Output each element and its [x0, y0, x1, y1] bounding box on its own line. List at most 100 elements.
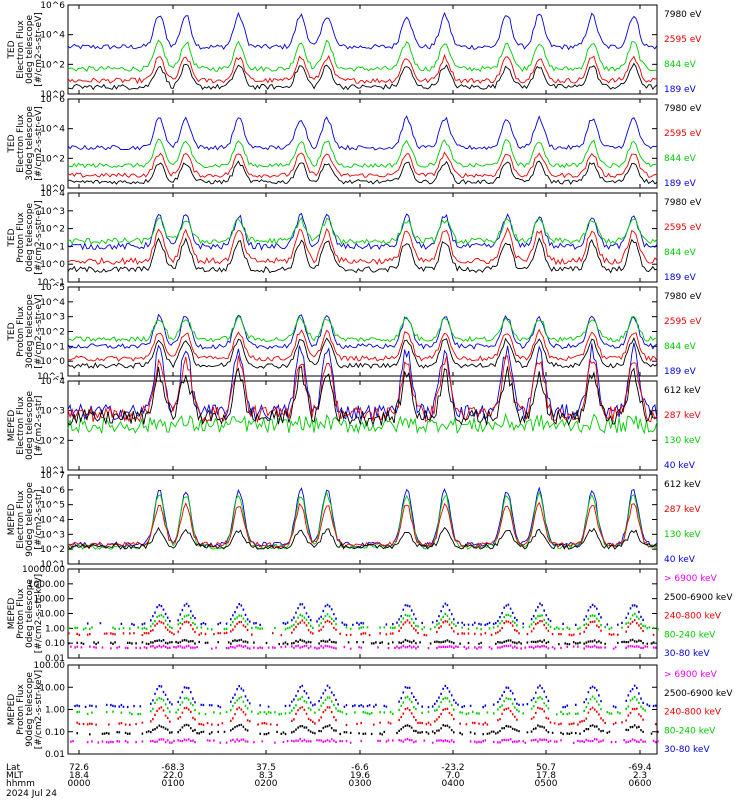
- series-240-800-kev: [76, 706, 657, 726]
- series-7980-ev: [67, 62, 658, 91]
- legend-entry: > 6900 keV: [664, 574, 718, 584]
- y-tick-label: 10^3: [40, 530, 65, 540]
- x-label-lat: -69.4: [628, 763, 652, 773]
- series-30-80-kev: [86, 602, 644, 626]
- legend-entry: 80-240 keV: [664, 726, 716, 736]
- legend-entry: 40 keV: [664, 555, 696, 565]
- series-287-kev: [67, 501, 658, 549]
- series-7980-ev: [67, 237, 658, 274]
- y-axis-title-line: 30deg telescope: [25, 106, 35, 181]
- legend-entry: 2595 eV: [664, 317, 702, 327]
- panel-frame: [67, 4, 658, 95]
- series-189-ev: [67, 11, 658, 51]
- series-2595-ev: [67, 226, 658, 266]
- y-tick-label: 10^7: [40, 471, 65, 481]
- x-label-mlt: 8.3: [259, 771, 273, 781]
- legend-entry: 612 keV: [664, 386, 701, 396]
- panel-2: 10^0 10^2 10^4 10^6 TED Electron Flux 30deg te…: [7, 95, 702, 194]
- legend-entry: 7980 eV: [664, 104, 702, 114]
- legend-entry: 844 eV: [664, 60, 697, 70]
- y-axis-title-line: [#/cm2-s-str]: [34, 489, 44, 549]
- y-tick-label: 10^2: [40, 328, 65, 338]
- y-axis-title-line: [#/cm2-s-str-eV]: [34, 294, 44, 369]
- series-844-ev: [67, 315, 658, 343]
- y-tick-label: 10^1: [40, 242, 65, 252]
- legend-entry: 240-800 keV: [664, 612, 722, 622]
- y-tick-label: 10^5: [40, 283, 65, 293]
- y-axis-title-line: TED: [7, 228, 17, 247]
- series-130-kev: [67, 412, 658, 435]
- x-row-label-lat: Lat: [6, 763, 21, 773]
- y-axis-title-line: [#/cm2-s-str-keV]: [34, 574, 44, 653]
- legend-entry: 189 eV: [664, 273, 697, 283]
- series-612-kev: [67, 526, 658, 550]
- y-axis-title-line: 90deg telescope: [25, 482, 35, 557]
- x-label-time: 0500: [535, 779, 558, 789]
- y-axis-title-line: 0deg telescope: [25, 579, 35, 649]
- series--6900-kev: [70, 644, 657, 650]
- y-axis-title-line: [#/cm2-s-str-eV]: [34, 106, 44, 181]
- series-7980-ev: [67, 336, 658, 369]
- y-tick-label: 10^3: [40, 207, 65, 217]
- series-2500-6900-kev: [68, 638, 655, 646]
- legend-entry: 130 keV: [664, 530, 701, 540]
- panel-frame: [67, 474, 658, 565]
- y-tick-label: 10^4: [40, 125, 65, 135]
- y-tick-label: 10^1: [40, 560, 65, 570]
- y-tick-label: 10^0: [40, 357, 65, 367]
- y-tick-label: 0.01: [45, 654, 65, 664]
- y-tick-label: 10^3: [40, 407, 65, 417]
- panels-group: 10^0 10^2 10^4 10^6 TED Electron Flux 0deg tel…: [7, 1, 733, 760]
- y-tick-label: 10^-1: [37, 372, 65, 382]
- series-287-kev: [67, 355, 658, 424]
- y-tick-label: 10.00: [39, 683, 65, 693]
- legend-entry: 287 keV: [664, 505, 701, 515]
- x-label-mlt: 17.8: [536, 771, 556, 781]
- panel-frame: [67, 286, 658, 377]
- x-label-time: 0600: [629, 779, 652, 789]
- legend-entry: 80-240 keV: [664, 630, 716, 640]
- x-label-time: 0100: [162, 779, 185, 789]
- series-240-800-kev: [68, 619, 655, 637]
- panel-7: 0.01 0.10 1.00 10.00 100.00 1000.00 10000.00 ME…: [7, 565, 733, 664]
- y-tick-label: 10^-1: [37, 278, 65, 288]
- legend-entry: 240-800 keV: [664, 708, 722, 718]
- y-tick-label: 10^5: [40, 501, 65, 511]
- series-80-240-kev: [76, 695, 646, 716]
- y-axis-title-line: Proton Flux: [16, 684, 26, 735]
- x-label-mlt: 18.4: [69, 771, 89, 781]
- y-tick-label: 10^0: [40, 260, 65, 270]
- y-tick-label: 10^4: [40, 377, 65, 387]
- series-844-ev: [67, 138, 658, 169]
- x-label-time: 0000: [68, 779, 91, 789]
- x-label-mlt: 2.3: [633, 771, 647, 781]
- series-612-kev: [67, 366, 658, 427]
- series-130-kev: [67, 490, 658, 551]
- y-tick-label: 10^6: [40, 1, 65, 11]
- y-tick-label: 10^2: [40, 154, 65, 164]
- y-tick-label: 10^4: [40, 516, 65, 526]
- y-axis-title-line: MEPED: [7, 598, 17, 630]
- y-tick-label: 10^4: [40, 31, 65, 41]
- series-2595-ev: [67, 151, 658, 179]
- legend-entry: 189 eV: [664, 179, 697, 189]
- y-tick-label: 100.00: [34, 595, 66, 605]
- y-axis-title-line: Electron Flux: [16, 396, 26, 455]
- x-label-lat: 72.6: [69, 763, 89, 773]
- panel-frame: [67, 192, 658, 283]
- series-189-ev: [67, 313, 658, 350]
- y-axis-title-line: 0deg telescope: [25, 15, 35, 85]
- series-2595-ev: [67, 53, 658, 85]
- legend-entry: 2595 eV: [664, 223, 702, 233]
- y-tick-label: 10^0: [40, 90, 65, 100]
- panel-4: 10^-1 10^0 10^1 10^2 10^3 10^4 10^5 TED Proton F…: [7, 283, 702, 382]
- y-axis-title-line: TED: [7, 134, 17, 153]
- legend-entry: 844 eV: [664, 342, 697, 352]
- legend-entry: 30-80 keV: [664, 649, 710, 659]
- y-tick-label: 10^1: [40, 466, 65, 476]
- y-axis-title-line: 30deg telescope: [25, 294, 35, 369]
- panel-frame: [67, 98, 658, 189]
- x-label-lat: 50.7: [536, 763, 556, 773]
- x-label-time: 0200: [255, 779, 278, 789]
